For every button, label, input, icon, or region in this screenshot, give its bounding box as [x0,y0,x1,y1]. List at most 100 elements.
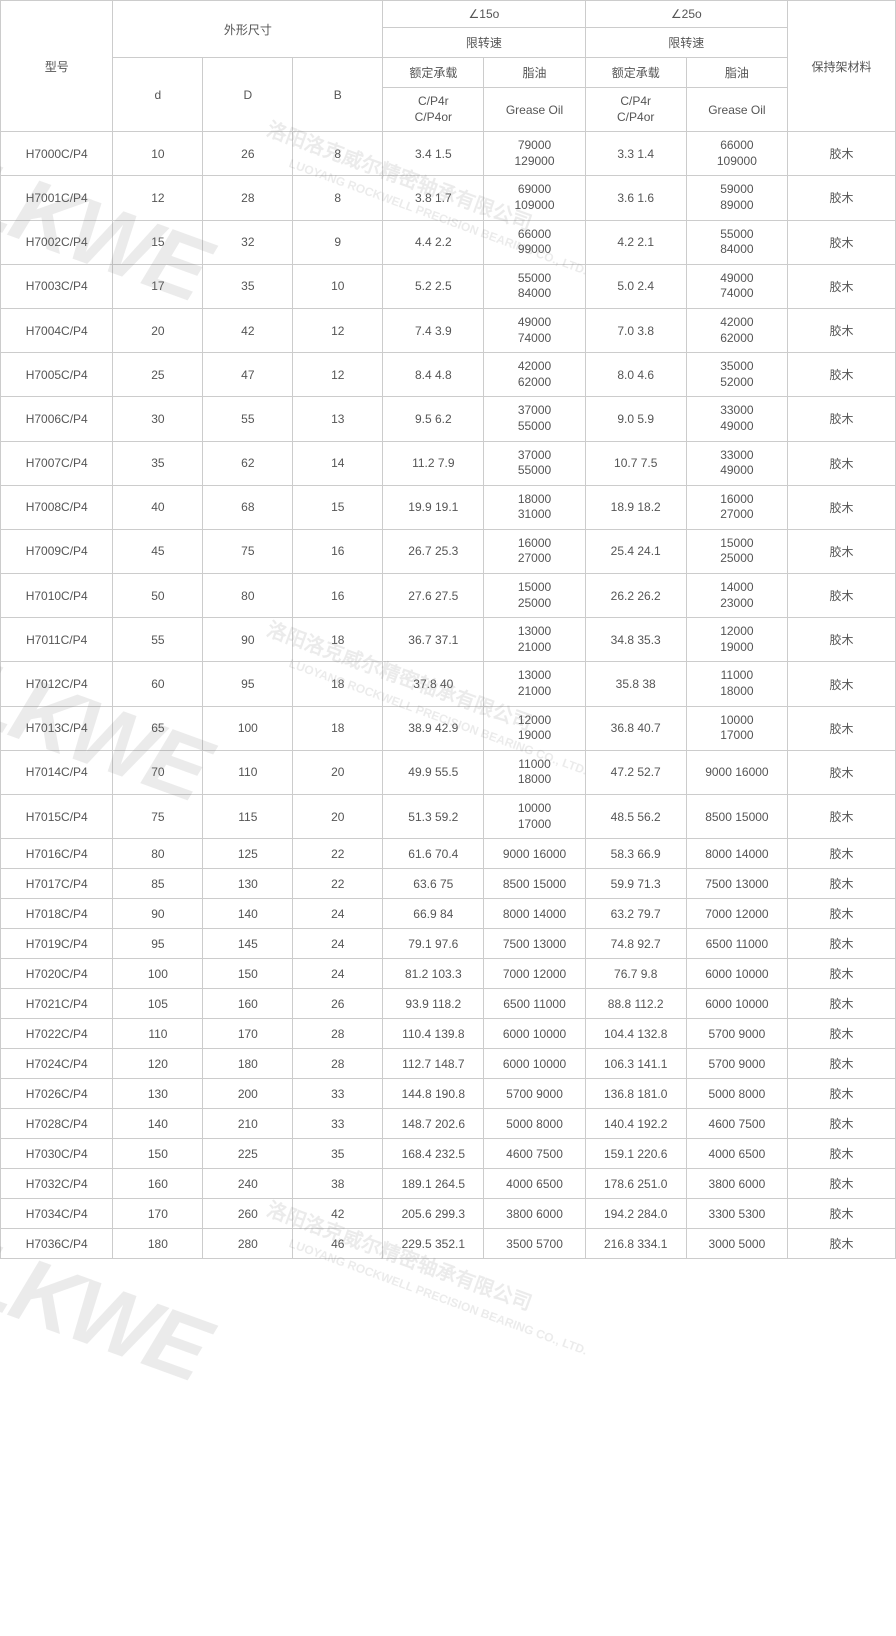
cell-c25: 26.2 26.2 [585,574,686,618]
cell-g25: 6000 10000 [686,959,787,989]
cell-g15: 3700055000 [484,397,585,441]
cell-g25: 4000 6500 [686,1139,787,1169]
cell-g25: 6500 11000 [686,929,787,959]
cell-B: 18 [293,706,383,750]
cell-d: 30 [113,397,203,441]
header-D: D [203,58,293,132]
cell-g25: 6000 10000 [686,989,787,1019]
cell-d: 100 [113,959,203,989]
cell-B: 28 [293,1019,383,1049]
cell-B: 16 [293,574,383,618]
cell-cage: 胶木 [787,899,895,929]
cell-cage: 胶木 [787,264,895,308]
cell-model: H7017C/P4 [1,869,113,899]
cell-d: 170 [113,1199,203,1229]
cell-B: 33 [293,1109,383,1139]
header-grease-oil-label-15: 脂油 [484,58,585,88]
cell-D: 260 [203,1199,293,1229]
cell-g25: 66000109000 [686,132,787,176]
cell-g15: 8500 15000 [484,869,585,899]
cell-cage: 胶木 [787,662,895,706]
table-row: H7012C/P460951837.8 40130002100035.8 381… [1,662,896,706]
cell-c15: 49.9 55.5 [383,750,484,794]
cell-d: 15 [113,220,203,264]
header-angle15: ∠15o [383,1,585,28]
cell-g15: 4200062000 [484,353,585,397]
cell-model: H7028C/P4 [1,1109,113,1139]
cell-c25: 9.0 5.9 [585,397,686,441]
cell-g15: 1500025000 [484,574,585,618]
table-row: H7017C/P4851302263.6 758500 1500059.9 71… [1,869,896,899]
cell-c15: 8.4 4.8 [383,353,484,397]
cell-c25: 58.3 66.9 [585,839,686,869]
table-row: H7003C/P41735105.2 2.555000840005.0 2.44… [1,264,896,308]
cell-c25: 8.0 4.6 [585,353,686,397]
cell-cage: 胶木 [787,176,895,220]
cell-d: 12 [113,176,203,220]
cell-c25: 178.6 251.0 [585,1169,686,1199]
cell-model: H7034C/P4 [1,1199,113,1229]
cell-cage: 胶木 [787,353,895,397]
cell-cage: 胶木 [787,308,895,352]
cell-g25: 4200062000 [686,308,787,352]
cell-cage: 胶木 [787,1019,895,1049]
header-model: 型号 [1,1,113,132]
cell-cage: 胶木 [787,1199,895,1229]
cell-c25: 47.2 52.7 [585,750,686,794]
cell-D: 280 [203,1229,293,1259]
table-row: H7001C/P4122883.8 1.7690001090003.6 1.65… [1,176,896,220]
cell-c15: 38.9 42.9 [383,706,484,750]
cell-c25: 59.9 71.3 [585,869,686,899]
cell-d: 105 [113,989,203,1019]
cell-model: H7000C/P4 [1,132,113,176]
cell-c15: 19.9 19.1 [383,485,484,529]
cell-cage: 胶木 [787,1079,895,1109]
cell-d: 150 [113,1139,203,1169]
cell-g25: 3300 5300 [686,1199,787,1229]
cell-g25: 1500025000 [686,529,787,573]
cell-c25: 74.8 92.7 [585,929,686,959]
cell-c25: 136.8 181.0 [585,1079,686,1109]
cell-model: H7036C/P4 [1,1229,113,1259]
cell-c25: 10.7 7.5 [585,441,686,485]
cell-c15: 26.7 25.3 [383,529,484,573]
cell-c15: 51.3 59.2 [383,795,484,839]
cell-cage: 胶木 [787,441,895,485]
cell-c15: 7.4 3.9 [383,308,484,352]
cell-model: H7004C/P4 [1,308,113,352]
table-header: 型号 外形尺寸 ∠15o ∠25o 保持架材料 限转速 限转速 d D B 额定… [1,1,896,132]
header-dimensions: 外形尺寸 [113,1,383,58]
cell-D: 95 [203,662,293,706]
table-row: H7015C/P4751152051.3 59.2100001700048.5 … [1,795,896,839]
cell-B: 24 [293,959,383,989]
cell-g15: 3800 6000 [484,1199,585,1229]
cell-g15: 6000 10000 [484,1049,585,1079]
cell-model: H7001C/P4 [1,176,113,220]
cell-B: 18 [293,662,383,706]
cell-model: H7014C/P4 [1,750,113,794]
cell-D: 100 [203,706,293,750]
cell-cage: 胶木 [787,397,895,441]
cell-model: H7010C/P4 [1,574,113,618]
table-row: H7007C/P435621411.2 7.9370005500010.7 7.… [1,441,896,485]
cell-c15: 205.6 299.3 [383,1199,484,1229]
cell-c15: 9.5 6.2 [383,397,484,441]
header-d: d [113,58,203,132]
table-row: H7002C/P4153294.4 2.266000990004.2 2.155… [1,220,896,264]
cell-B: 20 [293,795,383,839]
cell-c25: 48.5 56.2 [585,795,686,839]
cell-D: 62 [203,441,293,485]
cell-D: 110 [203,750,293,794]
cell-cage: 胶木 [787,220,895,264]
cell-B: 24 [293,899,383,929]
cell-model: H7022C/P4 [1,1019,113,1049]
cell-cage: 胶木 [787,132,895,176]
table-row: H7014C/P4701102049.9 55.5110001800047.2 … [1,750,896,794]
cell-d: 140 [113,1109,203,1139]
cell-d: 160 [113,1169,203,1199]
header-c-p4r-15: C/P4rC/P4or [383,88,484,132]
cell-D: 32 [203,220,293,264]
cell-g25: 1600027000 [686,485,787,529]
table-row: H7028C/P414021033148.7 202.65000 8000140… [1,1109,896,1139]
header-cage-material: 保持架材料 [787,1,895,132]
